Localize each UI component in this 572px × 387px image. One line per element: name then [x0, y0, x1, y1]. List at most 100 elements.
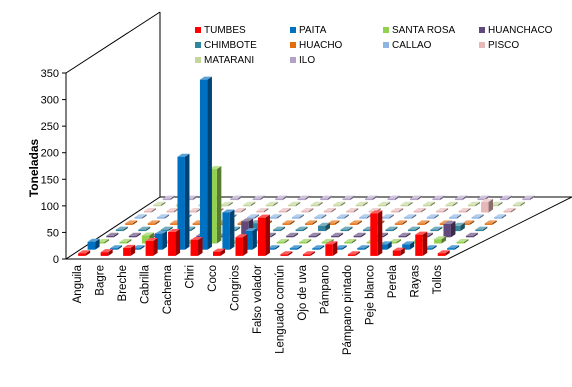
bar: [143, 208, 156, 213]
bar: [230, 195, 243, 201]
bar: [269, 214, 282, 219]
bar: [246, 214, 259, 219]
bar: [344, 239, 357, 244]
bar: [458, 208, 471, 213]
bar: [302, 251, 315, 256]
legend-entry: CALLAO: [383, 40, 432, 51]
legend-label: CALLAO: [392, 40, 432, 51]
bar: [323, 208, 336, 213]
y-axis: 0 50 100 150 200 250 300 350: [41, 68, 67, 266]
x-category-label: Breche: [117, 265, 129, 301]
legend-swatch: [195, 57, 201, 63]
bar: [282, 220, 295, 225]
bar: [432, 195, 445, 201]
bar: [318, 222, 331, 232]
bar: [503, 208, 516, 213]
bar: [222, 209, 235, 250]
legend-swatch: [290, 57, 296, 63]
bar: [423, 201, 436, 207]
legend-entry: HUACHO: [290, 40, 343, 51]
bar: [389, 239, 402, 244]
bar: [310, 201, 323, 207]
bar: [244, 228, 257, 250]
bar: [394, 220, 407, 225]
bar: [379, 241, 392, 250]
bar: [100, 249, 113, 256]
x-category-label: Chiri: [185, 265, 197, 289]
bar: [402, 241, 415, 250]
bar: [447, 245, 460, 250]
x-category-label: Bagre: [95, 265, 107, 296]
bar: [437, 250, 450, 256]
legend-entry: SANTA ROSA: [383, 25, 455, 36]
x-category-label: Pámpano: [319, 265, 331, 314]
x-category-label: Falso volador: [252, 265, 264, 334]
bar: [387, 195, 400, 201]
bar: [87, 238, 100, 250]
bar: [265, 201, 278, 207]
bar: [286, 232, 299, 238]
bar: [404, 214, 417, 219]
bar: [190, 236, 203, 256]
y-axis-label: Toneladas: [27, 138, 41, 197]
bar: [452, 222, 465, 232]
x-category-label: Anguila: [72, 264, 84, 303]
bar: [454, 195, 467, 201]
bar: [426, 214, 439, 219]
legend-label: ILO: [299, 55, 315, 66]
bar: [168, 228, 181, 256]
legend-label: PAITA: [299, 25, 327, 36]
bar: [353, 232, 366, 238]
bar: [110, 245, 123, 250]
bar: [355, 201, 368, 207]
legend-label: SANTA ROSA: [392, 25, 455, 36]
bar: [465, 232, 478, 238]
legend-entry: HUANCHACO: [479, 25, 553, 36]
bar: [494, 214, 507, 219]
bar: [398, 232, 411, 238]
floor: [64, 196, 572, 260]
bar: [475, 226, 488, 232]
legend-entry: TUMBES: [195, 25, 246, 36]
legend-entry: MATARANI: [195, 55, 254, 66]
bar: [370, 210, 383, 256]
legend-swatch: [195, 27, 201, 33]
bar: [417, 220, 430, 225]
bar: [213, 248, 226, 256]
bar: [243, 201, 256, 207]
bar: [304, 220, 317, 225]
bar: [359, 214, 372, 219]
legend-entry: ILO: [290, 55, 315, 66]
bar: [123, 244, 136, 256]
bar: [233, 208, 246, 213]
bar: [490, 201, 503, 207]
bar: [209, 166, 222, 244]
bar: [280, 251, 293, 256]
x-category-label: Tollos: [432, 265, 444, 295]
bar: [445, 201, 458, 207]
bar: [449, 214, 462, 219]
bar: [308, 232, 321, 238]
bar: [385, 226, 398, 232]
legend-swatch: [383, 42, 389, 48]
y-tick-label: 0: [53, 254, 59, 266]
bar: [346, 208, 359, 213]
legend-label: TUMBES: [204, 25, 246, 36]
bar: [365, 195, 378, 201]
bar: [349, 220, 362, 225]
bar: [257, 214, 270, 256]
bar: [522, 195, 535, 201]
bar: [481, 198, 494, 213]
bar: [252, 195, 265, 201]
bar: [424, 245, 437, 250]
bar: [128, 232, 141, 238]
bar: [456, 239, 469, 244]
bar: [342, 195, 355, 201]
bar: [273, 226, 286, 232]
bar: [291, 214, 304, 219]
bar: [312, 245, 325, 250]
bar: [177, 153, 190, 250]
legend-label: HUACHO: [299, 40, 343, 51]
bar: [347, 251, 360, 256]
bar: [413, 208, 426, 213]
